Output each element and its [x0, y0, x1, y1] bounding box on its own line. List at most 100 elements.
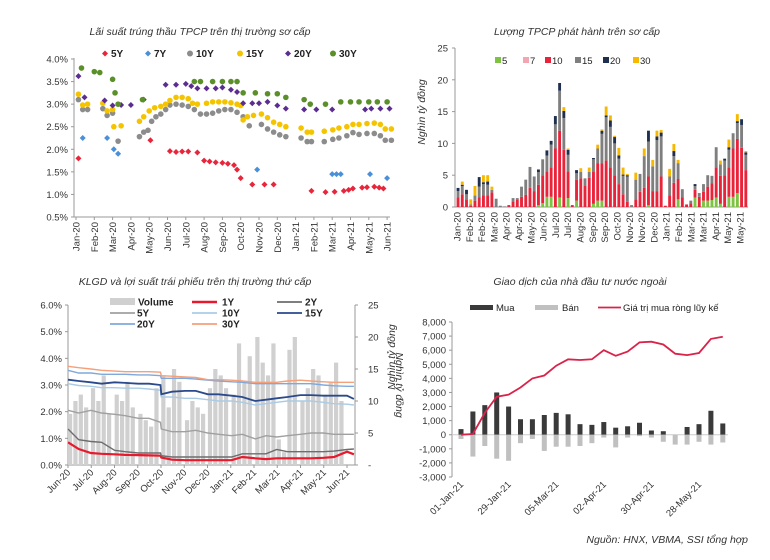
bar-stack: [630, 205, 633, 207]
series-line-10y: [67, 383, 354, 406]
legend-swatch: [523, 57, 529, 63]
data-point: [101, 97, 108, 104]
bar-segment-5: [647, 205, 650, 207]
data-point: [203, 111, 210, 117]
data-point: [304, 129, 310, 135]
y-axis-label: Nghìn tỷ đồng: [386, 324, 398, 390]
data-point: [153, 113, 159, 120]
x-tick-label: 02-Apr-21: [571, 479, 609, 517]
legend-swatch: [535, 305, 558, 310]
bar-segment-15: [503, 206, 507, 207]
bar: [482, 434, 488, 446]
y-tick-label: 5,000: [422, 360, 446, 371]
bar-segment-15: [494, 198, 498, 207]
volume-bar: [323, 394, 328, 465]
y-tick-label: -2,000: [419, 458, 446, 469]
data-point: [376, 184, 383, 191]
chart-title: KLGD và lợi suất trái phiếu trên thị trư…: [79, 276, 312, 288]
data-point: [264, 126, 271, 132]
bar-segment-10: [676, 179, 680, 200]
bar-segment-5: [537, 205, 540, 207]
bar: [565, 434, 571, 447]
bar-stack: [494, 198, 498, 207]
bar-segment-30: [469, 199, 473, 205]
bar-segment-15: [608, 126, 612, 168]
bar-segment-15: [473, 195, 477, 201]
bar-segment-5: [600, 200, 604, 207]
bar-segment-20: [566, 149, 570, 155]
bar-segment-15: [541, 159, 545, 176]
x-tick-label: May-20: [145, 222, 156, 254]
bar-segment-30: [676, 159, 680, 164]
data-point: [84, 101, 91, 107]
bar-segment-5: [575, 200, 578, 207]
bar: [708, 410, 714, 435]
bar: [577, 424, 583, 435]
data-point: [104, 112, 110, 119]
chart-primary-issuance-volume: Lượng TPCP phát hành trên sơ cấp Nghìn tỷ…: [416, 26, 748, 244]
data-point: [377, 105, 384, 112]
bar-segment-15: [706, 175, 710, 187]
legend-swatch: [470, 305, 493, 310]
bar-segment-10: [697, 196, 701, 207]
bar-stack: [668, 168, 672, 207]
bar-segment-10: [608, 167, 612, 207]
bar-stack: [486, 175, 490, 207]
bar-segment-20: [477, 177, 481, 187]
bar-segment-10: [549, 167, 553, 197]
data-point: [301, 106, 308, 113]
bar-segment-15: [731, 133, 735, 149]
bar-stack: [541, 159, 545, 207]
data-point: [371, 120, 378, 126]
volume-bar: [287, 349, 292, 465]
bar-segment-10: [515, 200, 519, 207]
bar-segment-10: [570, 205, 574, 207]
bar-stack: [651, 159, 655, 207]
legend-swatch: [603, 57, 609, 63]
data-point: [250, 112, 257, 119]
x-tick-label: Oct-20: [612, 212, 623, 241]
bar-stack: [515, 198, 519, 207]
bar-segment-15: [647, 141, 650, 177]
data-point: [139, 96, 146, 103]
bar-segment-15: [460, 186, 464, 195]
y-axis-label: Nghìn tỷ đồng: [416, 79, 428, 145]
bar-segment-10: [647, 176, 650, 206]
legend-label: 15: [582, 56, 593, 67]
data-point: [349, 185, 356, 192]
data-point: [201, 157, 208, 164]
legend-label: 10: [552, 56, 563, 67]
bar: [541, 415, 547, 435]
bar-segment-10: [693, 189, 697, 198]
x-tick-label: Apr-21: [346, 222, 357, 251]
bar-stack: [638, 173, 642, 207]
series-mua: [458, 392, 726, 435]
bar-segment-15: [549, 144, 553, 168]
bar: [589, 424, 595, 435]
y-tick-label: 5: [443, 171, 448, 182]
data-point: [270, 181, 277, 188]
bar: [506, 434, 512, 461]
bar-segment-15: [486, 184, 490, 196]
legend-label: 10Y: [196, 49, 214, 60]
x-tick-label: Feb-20: [477, 212, 488, 242]
bar-stack: [583, 178, 587, 207]
volume-bar: [260, 362, 265, 465]
legend-marker-circle-icon: [330, 50, 336, 57]
y2-tick-label: 15: [368, 365, 379, 376]
data-point: [356, 99, 362, 105]
bar-segment-10: [651, 191, 655, 207]
data-point: [197, 78, 204, 85]
bar-segment-10: [740, 147, 744, 207]
bar-stack: [689, 200, 693, 207]
data-point: [136, 133, 143, 140]
data-point: [109, 102, 116, 109]
bar-segment-10: [680, 197, 684, 207]
bar-segment-30: [460, 181, 464, 185]
bar-segment-10: [469, 205, 473, 207]
bar-stack: [647, 130, 650, 207]
bar-segment-10: [659, 176, 663, 207]
bar-stack: [507, 205, 511, 207]
bar-stack: [481, 175, 485, 207]
bar-stack: [634, 172, 638, 207]
